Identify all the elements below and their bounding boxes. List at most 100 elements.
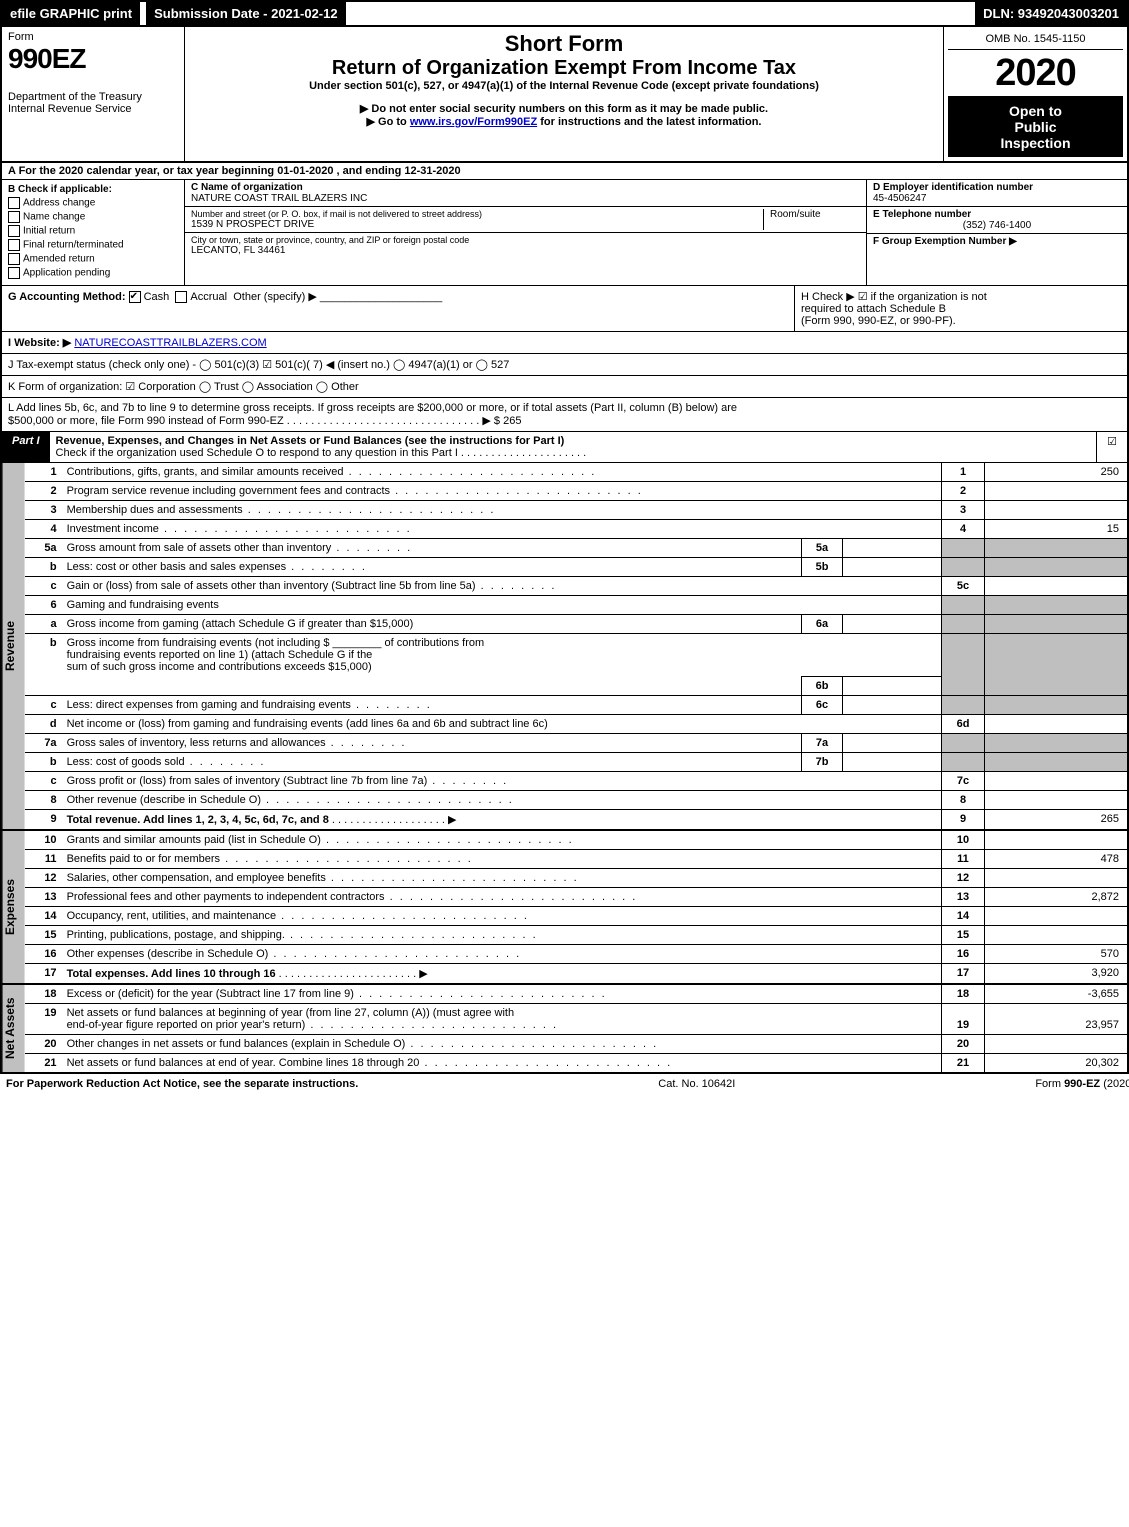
d-ein-row: D Employer identification number 45-4506… (867, 180, 1127, 207)
line-18: 18 Excess or (deficit) for the year (Sub… (25, 985, 1127, 1004)
expenses-table: 10 Grants and similar amounts paid (list… (25, 831, 1127, 983)
line-1-desc: Contributions, gifts, grants, and simila… (63, 463, 942, 482)
section-c-entity: C Name of organization NATURE COAST TRAI… (185, 180, 866, 285)
tax-year: 2020 (948, 50, 1123, 97)
section-j-status: J Tax-exempt status (check only one) - ◯… (2, 354, 1127, 376)
open-line1: Open to (950, 103, 1121, 119)
section-l-gross: L Add lines 5b, 6c, and 7b to line 9 to … (2, 398, 1127, 432)
omb-number: OMB No. 1545-1150 (948, 31, 1123, 50)
city-state-zip: LECANTO, FL 34461 (191, 245, 860, 256)
return-title: Return of Organization Exempt From Incom… (191, 57, 937, 80)
part-i-check[interactable]: ☑ (1096, 432, 1127, 462)
website-link[interactable]: NATURECOASTTRAILBLAZERS.COM (74, 337, 266, 349)
line-8: 8 Other revenue (describe in Schedule O)… (25, 791, 1127, 810)
open-line3: Inspection (950, 135, 1121, 151)
line-10: 10 Grants and similar amounts paid (list… (25, 831, 1127, 850)
room-suite-label: Room/suite (764, 209, 860, 230)
footer-right: Form 990-EZ (2020) (1035, 1078, 1129, 1090)
irs-label: Internal Revenue Service (8, 103, 178, 115)
f-group-row: F Group Exemption Number ▶ (867, 234, 1127, 249)
footer-center: Cat. No. 10642I (658, 1078, 735, 1090)
irs-link[interactable]: www.irs.gov/Form990EZ (410, 116, 537, 128)
line-5b: b Less: cost or other basis and sales ex… (25, 558, 1127, 577)
goto-instructions: ▶ Go to www.irs.gov/Form990EZ for instru… (191, 115, 937, 128)
expenses-section: Expenses 10 Grants and similar amounts p… (2, 829, 1127, 983)
line-7b: b Less: cost of goods sold 7b (25, 753, 1127, 772)
netassets-section: Net Assets 18 Excess or (deficit) for th… (2, 983, 1127, 1072)
line-2: 2 Program service revenue including gove… (25, 482, 1127, 501)
l-text2: $500,000 or more, file Form 990 instead … (8, 414, 1121, 427)
line-3: 3 Membership dues and assessments 3 (25, 501, 1127, 520)
goto-pre: ▶ Go to (367, 116, 410, 128)
c-name-label: C Name of organization (191, 182, 860, 193)
g-other-label: Other (specify) ▶ (233, 291, 317, 303)
f-label: F Group Exemption Number ▶ (873, 236, 1121, 247)
chk-name-change[interactable]: Name change (8, 211, 178, 223)
revenue-side-label: Revenue (2, 463, 25, 829)
dln-label: DLN: 93492043003201 (975, 2, 1127, 25)
g-label: G Accounting Method: (8, 291, 126, 303)
revenue-section: Revenue 1 Contributions, gifts, grants, … (2, 463, 1127, 829)
section-def: D Employer identification number 45-4506… (866, 180, 1127, 285)
part-i-header: Part I Revenue, Expenses, and Changes in… (2, 432, 1127, 463)
c-city-label: City or town, state or province, country… (191, 235, 860, 245)
footer-left: For Paperwork Reduction Act Notice, see … (6, 1078, 358, 1090)
c-city-row: City or town, state or province, country… (185, 233, 866, 258)
header-center-col: Short Form Return of Organization Exempt… (185, 27, 943, 161)
line-6b-box: 6b (25, 677, 1127, 696)
line-14: 14 Occupancy, rent, utilities, and maint… (25, 907, 1127, 926)
chk-amended-return[interactable]: Amended return (8, 253, 178, 265)
line-5a: 5a Gross amount from sale of assets othe… (25, 539, 1127, 558)
line-7c: c Gross profit or (loss) from sales of i… (25, 772, 1127, 791)
topbar-spacer (346, 2, 976, 25)
line-6d: d Net income or (loss) from gaming and f… (25, 715, 1127, 734)
c-name-row: C Name of organization NATURE COAST TRAI… (185, 180, 866, 207)
chk-cash[interactable] (129, 291, 141, 303)
g-accounting: G Accounting Method: Cash Accrual Other … (2, 286, 794, 331)
netassets-table: 18 Excess or (deficit) for the year (Sub… (25, 985, 1127, 1072)
line-21: 21 Net assets or fund balances at end of… (25, 1054, 1127, 1073)
ssn-warning: ▶ Do not enter social security numbers o… (191, 102, 937, 115)
chk-initial-return[interactable]: Initial return (8, 225, 178, 237)
line-6a: a Gross income from gaming (attach Sched… (25, 615, 1127, 634)
part-i-title: Revenue, Expenses, and Changes in Net As… (50, 432, 1096, 462)
netassets-side-label: Net Assets (2, 985, 25, 1072)
form-header: Form 990EZ Department of the Treasury In… (2, 27, 1127, 163)
g-accrual-label: Accrual (190, 291, 227, 303)
efile-print-label[interactable]: efile GRAPHIC print (2, 2, 140, 25)
top-bar: efile GRAPHIC print Submission Date - 20… (2, 2, 1127, 27)
form-number: 990EZ (8, 43, 178, 75)
line-20: 20 Other changes in net assets or fund b… (25, 1035, 1127, 1054)
h-line2: required to attach Schedule B (801, 303, 1121, 315)
chk-final-return[interactable]: Final return/terminated (8, 239, 178, 251)
line-1: 1 Contributions, gifts, grants, and simi… (25, 463, 1127, 482)
line-4: 4 Investment income 4 15 (25, 520, 1127, 539)
page-footer: For Paperwork Reduction Act Notice, see … (0, 1074, 1129, 1094)
line-6c: c Less: direct expenses from gaming and … (25, 696, 1127, 715)
e-phone-row: E Telephone number (352) 746-1400 (867, 207, 1127, 234)
org-name: NATURE COAST TRAIL BLAZERS INC (191, 193, 860, 204)
i-label: I Website: ▶ (8, 337, 71, 349)
header-left-col: Form 990EZ Department of the Treasury In… (2, 27, 185, 161)
dept-treasury: Department of the Treasury (8, 91, 178, 103)
expenses-side-label: Expenses (2, 831, 25, 983)
part-i-subtitle: Check if the organization used Schedule … (56, 447, 587, 459)
part-i-label: Part I (2, 432, 50, 462)
line-5c: c Gain or (loss) from sale of assets oth… (25, 577, 1127, 596)
header-right-col: OMB No. 1545-1150 2020 Open to Public In… (943, 27, 1127, 161)
chk-accrual[interactable] (175, 291, 187, 303)
line-6b: b Gross income from fundraising events (… (25, 634, 1127, 677)
ein-value: 45-4506247 (873, 193, 1121, 204)
section-k-org: K Form of organization: ☑ Corporation ◯ … (2, 376, 1127, 398)
form-990ez-page: efile GRAPHIC print Submission Date - 20… (0, 0, 1129, 1074)
line-19: 19 Net assets or fund balances at beginn… (25, 1004, 1127, 1035)
chk-application-pending[interactable]: Application pending (8, 267, 178, 279)
line-1-no: 1 (25, 463, 63, 482)
line-11: 11 Benefits paid to or for members 11 47… (25, 850, 1127, 869)
line-1-amtno: 1 (942, 463, 985, 482)
b-label: B Check if applicable: (8, 184, 178, 195)
chk-address-change[interactable]: Address change (8, 197, 178, 209)
g-cash-label: Cash (144, 291, 170, 303)
h-line1: H Check ▶ ☑ if the organization is not (801, 290, 1121, 303)
section-g-h: G Accounting Method: Cash Accrual Other … (2, 286, 1127, 332)
